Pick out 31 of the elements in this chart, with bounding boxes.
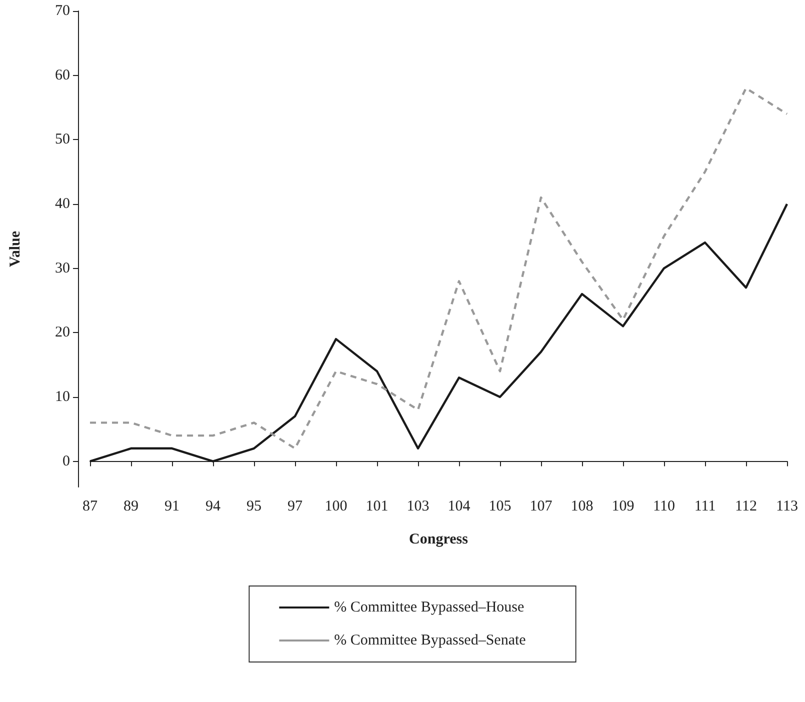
x-tick-label: 101	[366, 498, 388, 514]
y-tick-label: 50	[55, 132, 70, 148]
x-tick-label: 110	[653, 498, 675, 514]
y-tick-label: 20	[55, 324, 70, 341]
x-tick-label: 113	[776, 498, 798, 514]
line-series	[88, 87, 788, 450]
x-tick-label: 107	[530, 498, 553, 514]
x-tick-label: 87	[82, 498, 98, 514]
x-tick-label: 95	[246, 498, 262, 514]
x-tick-label: 89	[124, 498, 138, 514]
y-tick-label: 10	[55, 388, 70, 405]
x-tick-label: 94	[206, 498, 221, 514]
y-tick-label: 0	[62, 453, 70, 470]
x-tick-label: 111	[694, 498, 716, 514]
y-axis-title: Value	[8, 230, 24, 268]
x-tick-label: 112	[735, 498, 757, 514]
x-axis-title: Congress	[409, 532, 468, 548]
legend-label: % Committee Bypassed–Senate	[334, 632, 526, 648]
y-tick-label: 30	[55, 260, 70, 276]
x-tick-label: 91	[164, 498, 180, 514]
y-tick-label: 70	[55, 3, 70, 19]
x-tick-label: 100	[324, 498, 348, 514]
legend-label: % Committee Bypassed–House	[334, 600, 524, 616]
y-tick-label: 40	[55, 196, 70, 212]
x-tick-label: 109	[612, 498, 634, 514]
x-tick-label: 97	[288, 498, 303, 514]
x-tick-label: 105	[488, 498, 512, 514]
x-tick-label: 104	[448, 498, 471, 514]
x-tick-label: 108	[570, 498, 594, 514]
x-tick-label: 103	[406, 498, 430, 514]
y-tick-label: 60	[55, 67, 70, 84]
